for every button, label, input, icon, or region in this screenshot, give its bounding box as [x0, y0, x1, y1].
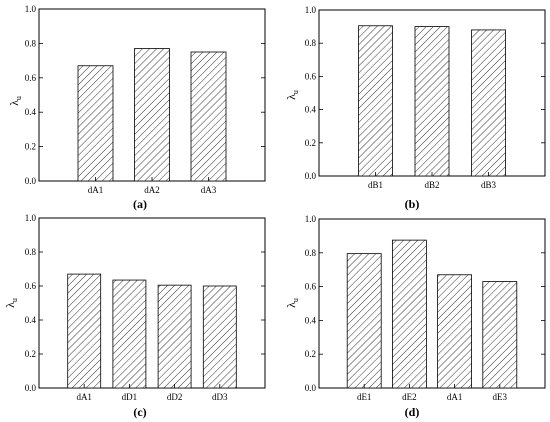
x-tick-label: dB3	[481, 180, 497, 190]
bars-c	[67, 273, 237, 389]
x-tick-label: dA2	[144, 185, 160, 195]
panel-b: 0.0 0.2 0.4 0.6 0.8 1.0 dB1 dB2 dB3 λu (b)	[284, 5, 546, 211]
y-tick-label: 0.8	[305, 38, 317, 48]
y-tick-label: 0.2	[305, 349, 316, 359]
bar-dd3	[202, 285, 237, 389]
y-tick-label: 0.6	[305, 282, 317, 292]
x-tick-label: dD3	[212, 392, 228, 402]
bar-de3	[482, 281, 518, 389]
y-tick-label: 0.8	[305, 248, 317, 258]
y-ticks-a: 0.0 0.2 0.4 0.6 0.8 1.0	[25, 4, 265, 186]
panel-label-b: (b)	[405, 197, 420, 211]
x-tick-label: dE3	[493, 392, 508, 402]
bar-da1	[67, 273, 102, 389]
y-tick-label: 0.6	[305, 71, 317, 81]
bar-de1	[346, 253, 382, 389]
x-tick-label: dB2	[424, 180, 439, 190]
bar-da1	[437, 274, 473, 389]
x-tick-label: dA1	[76, 392, 92, 402]
panel-label-c: (c)	[133, 405, 146, 419]
y-tick-label: 1.0	[305, 5, 317, 15]
y-tick-label: 1.0	[305, 214, 317, 224]
x-ticks-b: dB1 dB2 dB3	[368, 172, 497, 190]
bar-da1	[77, 65, 114, 182]
x-ticks-a: dA1 dA2 dA3	[88, 177, 217, 195]
panel-d: 0.0 0.2 0.4 0.6 0.8 1.0 dE1 dE2 dA1 dE3 λu (d)	[284, 214, 546, 419]
plot-frame-d	[318, 218, 546, 389]
y-tick-label: 0.6	[25, 281, 37, 291]
y-axis-label-c: λu	[3, 298, 19, 308]
y-tick-label: 0.8	[25, 247, 37, 257]
bars-d	[346, 239, 518, 389]
panel-label-d: (d)	[405, 405, 420, 419]
y-tick-label: 1.0	[25, 213, 37, 223]
y-ticks-c: 0.0 0.2 0.4 0.6 0.8 1.0	[25, 213, 265, 393]
x-tick-label: dD2	[167, 392, 183, 402]
y-tick-label: 0.0	[305, 171, 317, 181]
y-tick-label: 0.8	[25, 38, 37, 48]
x-tick-label: dD1	[122, 392, 138, 402]
y-ticks-b: 0.0 0.2 0.4 0.6 0.8 1.0	[305, 5, 545, 181]
panel-a: 0.0 0.2 0.4 0.6 0.8 1.0 dA1 dA2 dA3 λu (a)	[7, 4, 266, 211]
x-tick-label: dA1	[447, 392, 463, 402]
bar-db2	[414, 26, 450, 177]
bar-da2	[134, 48, 170, 182]
bar-dd2	[157, 284, 192, 389]
y-tick-label: 1.0	[25, 4, 37, 14]
y-axis-label-b: λu	[284, 90, 300, 100]
y-axis-label-d: λu	[284, 298, 300, 308]
x-tick-label: dA3	[201, 185, 217, 195]
bars-a	[77, 48, 227, 182]
y-tick-label: 0.4	[25, 107, 37, 117]
y-tick-label: 0.4	[25, 315, 37, 325]
plot-frame-c	[38, 217, 266, 389]
bar-da3	[190, 51, 227, 182]
bar-db1	[358, 25, 393, 177]
bar-dd1	[112, 279, 147, 389]
x-tick-label: dB1	[368, 180, 383, 190]
x-ticks-d: dE1 dE2 dA1 dE3	[357, 384, 508, 402]
y-tick-label: 0.4	[305, 315, 317, 325]
bar-de2	[391, 239, 427, 389]
y-tick-label: 0.4	[305, 105, 317, 115]
x-ticks-c: dA1 dD1 dD2 dD3	[76, 384, 228, 402]
y-tick-label: 0.0	[25, 176, 37, 186]
y-axis-label-a: λu	[7, 96, 23, 106]
y-tick-label: 0.0	[25, 383, 37, 393]
y-tick-label: 0.6	[25, 73, 37, 83]
y-tick-label: 0.2	[305, 138, 316, 148]
panel-c: 0.0 0.2 0.4 0.6 0.8 1.0 dA1 dD1 dD2 dD3 λu (c)	[3, 213, 266, 419]
y-tick-label: 0.2	[25, 142, 36, 152]
y-tick-label: 0.0	[305, 383, 317, 393]
x-tick-label: dE1	[357, 392, 372, 402]
y-tick-label: 0.2	[25, 349, 36, 359]
bars-b	[358, 25, 506, 177]
x-tick-label: dA1	[88, 185, 104, 195]
bar-db3	[471, 29, 506, 177]
panel-label-a: (a)	[133, 197, 147, 211]
y-ticks-d: 0.0 0.2 0.4 0.6 0.8 1.0	[305, 214, 545, 393]
x-tick-label: dE2	[402, 392, 417, 402]
